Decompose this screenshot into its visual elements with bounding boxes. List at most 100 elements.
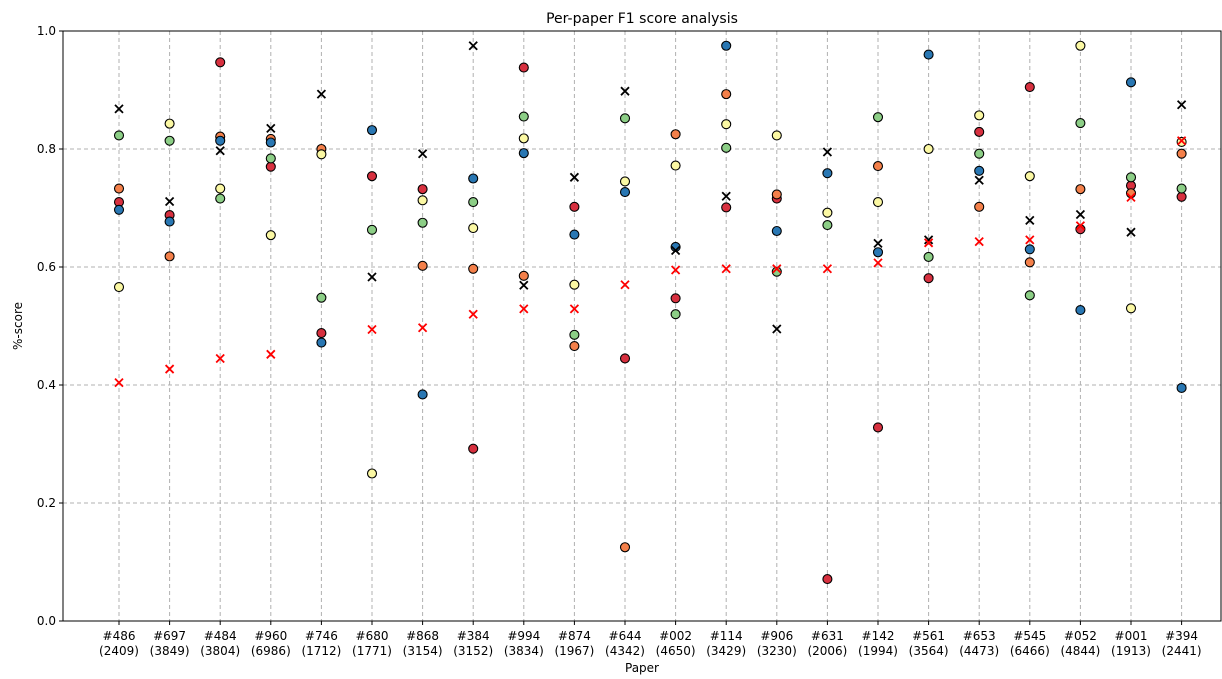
x-tick-label-id: #906 — [760, 629, 793, 643]
data-point — [721, 142, 732, 153]
x-tick-label-count: (3429) — [706, 644, 746, 658]
x-tick-label-count: (1771) — [352, 644, 392, 658]
data-point — [468, 443, 479, 454]
x-tick-label-id: #052 — [1064, 629, 1097, 643]
data-point-x — [417, 149, 428, 159]
data-point-x — [974, 236, 984, 247]
data-point — [518, 133, 529, 144]
data-point — [113, 130, 125, 141]
data-point — [1176, 148, 1187, 159]
data-point — [468, 223, 479, 234]
data-point — [1125, 77, 1137, 88]
data-point — [366, 468, 378, 479]
data-point — [417, 260, 428, 271]
data-point — [164, 251, 175, 262]
data-point-x — [1126, 227, 1136, 237]
data-point — [771, 225, 782, 237]
data-point — [1075, 40, 1086, 51]
x-tick-label-id: #001 — [1115, 629, 1148, 643]
x-tick-label-count: (4342) — [605, 644, 645, 658]
data-point — [417, 195, 428, 206]
data-point — [366, 224, 378, 235]
data-point — [619, 176, 631, 187]
data-point-x — [519, 304, 529, 314]
x-tick-label-count: (1913) — [1111, 644, 1151, 658]
data-point-x — [519, 280, 529, 290]
data-point-x — [1176, 100, 1187, 110]
data-point-x — [215, 353, 225, 364]
y-tick-label: 0.6 — [37, 260, 56, 274]
data-point — [923, 251, 934, 263]
x-tick-label-count: (6986) — [251, 644, 291, 658]
data-point — [569, 329, 580, 340]
data-point — [518, 270, 529, 281]
data-point-x — [569, 172, 580, 182]
data-point-x — [1075, 209, 1086, 220]
data-point — [316, 337, 327, 348]
data-point-x — [620, 280, 630, 290]
data-point-x — [417, 323, 428, 333]
data-point-x — [974, 175, 984, 185]
x-tick-label-id: #697 — [153, 629, 186, 643]
x-tick-label-id: #994 — [507, 629, 540, 643]
data-point-x — [620, 86, 630, 96]
data-point — [771, 130, 782, 141]
data-point — [518, 62, 529, 73]
x-tick-label-count: (4844) — [1060, 644, 1100, 658]
data-point — [1176, 191, 1187, 202]
data-point-x — [923, 235, 934, 245]
data-point — [316, 149, 327, 160]
data-point-x — [164, 364, 175, 374]
x-tick-label-count: (3804) — [200, 644, 240, 658]
data-point — [417, 184, 428, 195]
x-tick-label-count: (1712) — [301, 644, 341, 658]
x-tick-label-count: (3152) — [453, 644, 493, 658]
y-tick-label: 1.0 — [37, 24, 56, 38]
data-point — [569, 229, 580, 240]
plot-frame — [62, 30, 1222, 622]
data-point — [265, 230, 276, 241]
data-point — [1075, 305, 1086, 316]
data-point — [974, 165, 985, 176]
data-point-x — [772, 264, 782, 274]
data-point — [872, 112, 884, 123]
x-tick-label-count: (3230) — [757, 644, 797, 658]
data-point — [1024, 171, 1035, 182]
data-point — [670, 293, 681, 304]
x-tick-label-id: #384 — [457, 629, 490, 643]
data-point — [1024, 257, 1035, 268]
x-tick-label-id: #545 — [1013, 629, 1046, 643]
data-point — [113, 183, 125, 194]
data-point-x — [1176, 136, 1187, 146]
x-tick-label-id: #960 — [254, 629, 287, 643]
data-point — [265, 153, 276, 164]
x-tick-label-count: (3834) — [504, 644, 544, 658]
data-point-x — [721, 191, 731, 201]
data-point — [164, 118, 175, 129]
data-point — [822, 168, 833, 179]
data-point — [619, 353, 631, 364]
y-tick-label: 0.8 — [37, 142, 56, 156]
data-point — [974, 126, 985, 137]
x-tick-label-count: (6466) — [1010, 644, 1050, 658]
x-tick-label-id: #868 — [406, 629, 439, 643]
data-point — [164, 135, 175, 146]
data-point-x — [772, 324, 782, 334]
data-point — [721, 119, 732, 130]
data-point — [569, 341, 580, 352]
data-point — [113, 204, 125, 215]
data-point — [619, 113, 631, 124]
data-point-x — [873, 258, 883, 268]
data-point-x — [266, 349, 276, 359]
data-point — [721, 40, 732, 51]
data-point — [670, 160, 681, 171]
data-point — [822, 220, 833, 231]
data-point — [316, 328, 327, 339]
data-point — [771, 189, 782, 200]
data-point — [974, 110, 985, 121]
data-point-x — [164, 196, 175, 207]
data-point — [1075, 184, 1086, 195]
data-point — [619, 187, 631, 198]
x-tick-label-count: (1994) — [858, 644, 898, 658]
